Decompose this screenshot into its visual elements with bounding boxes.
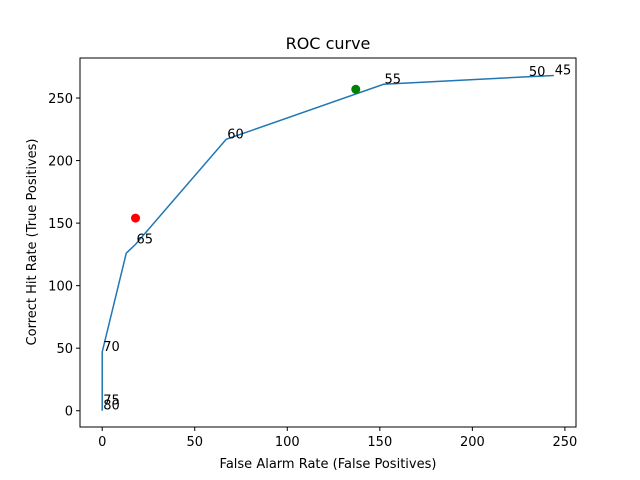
y-axis-label: Correct Hit Rate (True Positives) — [25, 139, 40, 346]
x-tick-label: 250 — [552, 435, 577, 450]
x-axis-label: False Alarm Rate (False Positives) — [220, 457, 437, 472]
x-tick-label: 0 — [98, 435, 106, 450]
threshold-label: 50 — [529, 65, 546, 80]
threshold-label: 80 — [103, 399, 120, 414]
y-tick-label: 100 — [48, 280, 73, 295]
roc-curve-line — [101, 74, 554, 411]
x-tick-label: 200 — [460, 435, 485, 450]
threshold-label: 65 — [137, 232, 154, 247]
y-tick-label: 200 — [48, 155, 73, 170]
y-tick-label: 250 — [48, 92, 73, 107]
x-tick-label: 100 — [275, 435, 300, 450]
threshold-label: 60 — [227, 127, 244, 142]
threshold-label: 55 — [385, 72, 402, 87]
x-tick-label: 150 — [367, 435, 392, 450]
chart-title: ROC curve — [286, 34, 371, 53]
y-axis-ticks: 0 50 100 150 200 250 — [48, 92, 80, 420]
threshold-label: 75 — [103, 394, 120, 409]
y-tick-label: 50 — [56, 342, 73, 357]
y-tick-label: 0 — [65, 405, 73, 420]
x-tick-label: 50 — [186, 435, 203, 450]
threshold-label: 70 — [103, 340, 120, 355]
x-axis-ticks: 0 50 100 150 200 250 — [98, 427, 577, 450]
highlight-point — [131, 213, 141, 223]
marker-layer — [131, 84, 361, 223]
y-tick-label: 150 — [48, 217, 73, 232]
plot-frame — [79, 57, 577, 428]
threshold-label: 45 — [555, 64, 572, 79]
series-layer — [101, 74, 554, 411]
highlight-point — [351, 84, 361, 94]
